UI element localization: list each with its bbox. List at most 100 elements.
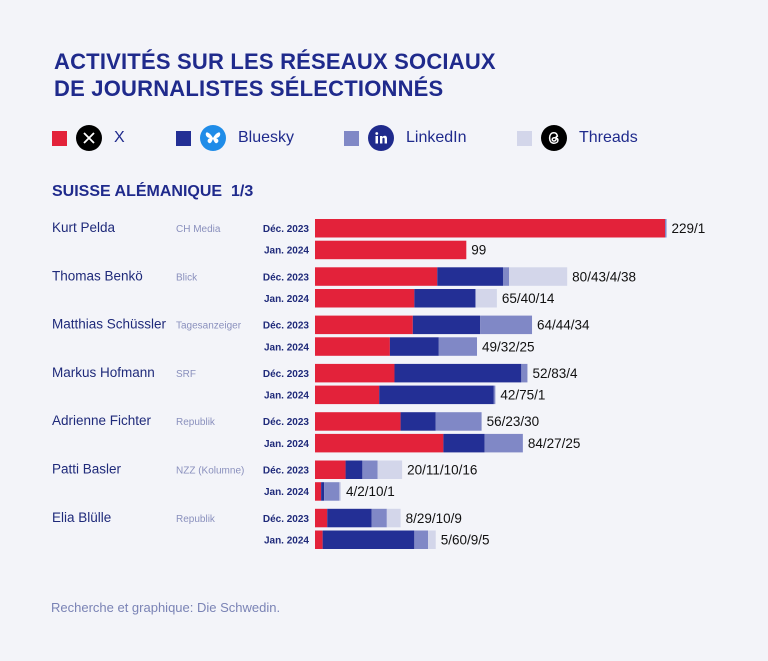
legend-swatch-x <box>52 130 67 146</box>
threads-icon <box>541 125 567 151</box>
period-label: Déc. 2023 <box>263 272 310 283</box>
bar-segment-x <box>315 267 438 286</box>
bar-value-label: 4/2/10/1 <box>346 484 395 499</box>
outlet-name: NZZ (Kolumne) <box>176 466 244 477</box>
bar-segment-x <box>315 337 390 356</box>
bar-segment-linkedin <box>438 337 478 356</box>
bar-value-label: 20/11/10/16 <box>407 463 477 478</box>
bar-segment-x <box>315 240 467 260</box>
period-label: Jan. 2024 <box>264 487 309 498</box>
bar-segment-bluesky <box>412 315 481 335</box>
bar-segment-linkedin <box>435 412 482 431</box>
period-label: Jan. 2024 <box>264 246 309 257</box>
outlet-name: Republik <box>176 417 216 428</box>
bar-value-label: 84/27/25 <box>528 436 581 451</box>
bar-segment-bluesky <box>345 460 363 479</box>
legend-label-bluesky: Bluesky <box>238 129 295 146</box>
outlet-name: SRF <box>176 369 196 380</box>
bar-segment-linkedin <box>414 530 429 549</box>
bar-segment-bluesky <box>400 412 436 431</box>
legend-item-x: X <box>52 124 125 152</box>
period-label: Déc. 2023 <box>263 514 310 525</box>
bar-segment-x <box>315 219 665 238</box>
period-label: Jan. 2024 <box>264 391 309 402</box>
bar-value-label: 80/43/4/38 <box>572 269 636 284</box>
legend-item-bluesky: Bluesky <box>176 124 294 152</box>
bar-segment-x <box>315 530 323 549</box>
bar-segment-linkedin <box>324 482 340 501</box>
bar-segment-linkedin <box>665 219 667 238</box>
bar-segment-x <box>315 482 322 501</box>
bar-value-label: 49/32/25 <box>482 339 535 354</box>
x-logo-icon <box>76 125 102 151</box>
bar-segment-x <box>315 433 444 453</box>
legend-swatch-linkedin <box>344 130 359 146</box>
bar-segment-x <box>315 315 413 335</box>
legend: X Bluesky LinkedIn Threads <box>52 124 752 152</box>
bar-segment-linkedin <box>521 363 528 383</box>
bar-segment-linkedin <box>480 315 533 335</box>
legend-swatch-bluesky <box>176 130 191 146</box>
legend-label-linkedin: LinkedIn <box>406 129 467 146</box>
bar-segment-bluesky <box>414 289 476 308</box>
bar-value-label: 52/83/4 <box>532 366 578 381</box>
chart-title-line-2: DE JOURNALISTES SÉLECTIONNÉS <box>54 76 444 101</box>
bar-value-label: 65/40/14 <box>502 291 555 306</box>
legend-item-linkedin: LinkedIn <box>344 124 467 152</box>
journalist-name: Matthias Schüssler <box>52 317 167 332</box>
journalist-name: Kurt Pelda <box>52 220 116 235</box>
journalist-name: Thomas Benkö <box>52 268 143 283</box>
legend-label-x: X <box>114 129 125 146</box>
bluesky-butterfly-icon <box>200 125 226 151</box>
bar-segment-threads <box>509 267 568 286</box>
journalist-name: Patti Basler <box>52 462 122 477</box>
bar-segment-threads <box>386 508 401 528</box>
bar-segment-threads <box>475 289 497 308</box>
bar-segment-x <box>315 385 380 405</box>
period-label: Jan. 2024 <box>264 439 309 450</box>
period-label: Jan. 2024 <box>264 342 309 353</box>
bar-value-label: 99 <box>471 243 486 258</box>
linkedin-icon <box>368 125 394 151</box>
bar-segment-bluesky <box>322 530 415 549</box>
bar-segment-linkedin <box>371 508 387 528</box>
bar-segment-x <box>315 508 328 528</box>
period-label: Déc. 2023 <box>263 369 310 380</box>
bar-segment-bluesky <box>379 385 494 405</box>
bar-value-label: 56/23/30 <box>487 414 540 429</box>
bar-segment-x <box>315 412 401 431</box>
bar-segment-linkedin <box>502 267 510 286</box>
bar-segment-x <box>315 289 415 308</box>
period-label: Déc. 2023 <box>263 417 310 428</box>
bar-segment-x <box>315 363 395 383</box>
period-label: Déc. 2023 <box>263 224 310 235</box>
bar-segment-bluesky <box>394 363 522 383</box>
legend-item-threads: Threads <box>517 124 638 152</box>
outlet-name: Tagesanzeiger <box>176 321 242 332</box>
chart-title-line-1: ACTIVITÉS SUR LES RÉSEAUX SOCIAUX <box>54 49 496 74</box>
outlet-name: Republik <box>176 514 216 525</box>
bar-value-label: 5/60/9/5 <box>441 533 490 548</box>
journalist-name: Elia Blülle <box>52 510 111 525</box>
bar-value-label: 64/44/34 <box>537 318 590 333</box>
bar-segment-bluesky <box>321 482 325 501</box>
bar-segment-threads <box>339 482 341 501</box>
legend-label-threads: Threads <box>579 129 638 146</box>
bar-value-label: 8/29/10/9 <box>406 511 462 526</box>
outlet-name: CH Media <box>176 224 221 235</box>
source-credit: Recherche et graphique: Die Schwedin. <box>51 600 281 615</box>
journalist-name: Adrienne Fichter <box>52 413 152 428</box>
bar-segment-linkedin <box>484 433 523 453</box>
bar-segment-threads <box>428 530 436 549</box>
bar-value-label: 42/75/1 <box>500 388 545 403</box>
bar-segment-bluesky <box>437 267 503 286</box>
journalist-name: Markus Hofmann <box>52 365 155 380</box>
bar-segment-linkedin <box>362 460 378 479</box>
bar-segment-x <box>315 460 346 479</box>
bar-value-label: 229/1 <box>672 221 706 236</box>
period-label: Jan. 2024 <box>264 294 309 305</box>
outlet-name: Blick <box>176 272 198 283</box>
section-title: SUISSE ALÉMANIQUE 1/3 <box>52 183 254 200</box>
bar-segment-threads <box>377 460 403 479</box>
chart-title: ACTIVITÉS SUR LES RÉSEAUX SOCIAUX DE JOU… <box>54 48 496 102</box>
